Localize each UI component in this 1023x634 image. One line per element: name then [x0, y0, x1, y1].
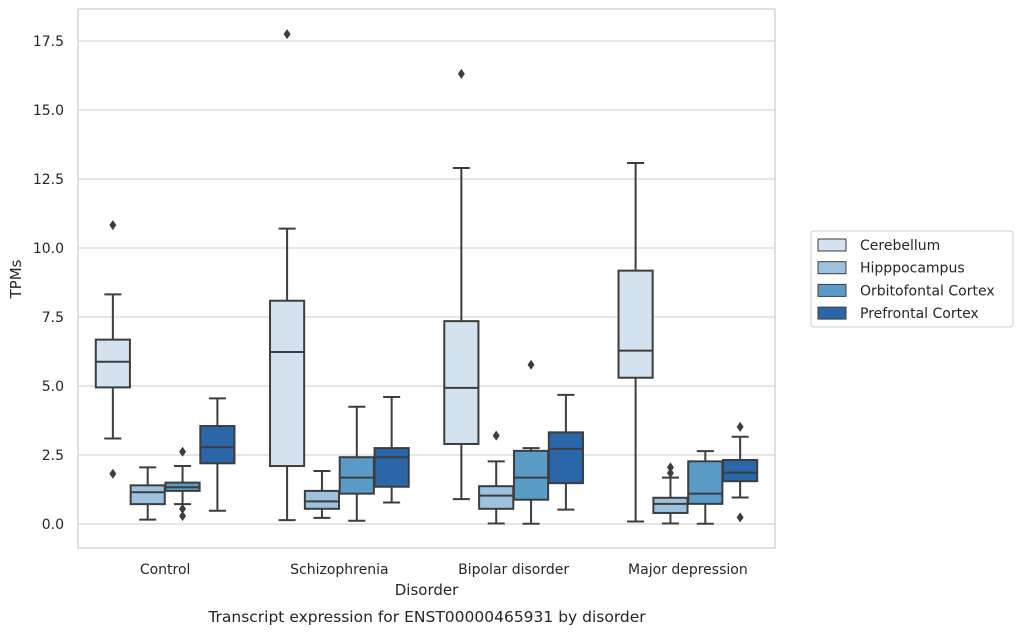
box-schizophrenia-hipppocampus — [303, 470, 341, 519]
x-tick-label-bipolar-disorder: Bipolar disorder — [458, 562, 569, 578]
box-control-hipppocampus — [129, 466, 166, 521]
outlier-point — [666, 462, 674, 473]
iqr-box — [687, 460, 724, 505]
iqr-box — [652, 496, 689, 514]
legend-swatch-prefrontal-cortex — [817, 306, 847, 320]
iqr-box — [269, 299, 306, 468]
y-tick-label: 5.0 — [42, 379, 64, 395]
x-tick-label-major-depression: Major depression — [628, 562, 748, 578]
outlier-point — [492, 430, 500, 441]
outlier-point — [179, 503, 187, 514]
y-tick-label: 2.5 — [42, 448, 64, 464]
plot-frame — [77, 8, 776, 549]
y-tick-label: 0.0 — [42, 517, 64, 533]
box-bipolar-disorder-hipppocampus — [478, 430, 515, 525]
outlier-point — [736, 512, 744, 523]
iqr-box — [443, 320, 480, 445]
box-control-orbitofontal-cortex — [164, 446, 201, 521]
legend-label-cerebellum: Cerebellum — [860, 238, 940, 254]
box-schizophrenia-orbitofontal-cortex — [338, 405, 375, 522]
iqr-box — [129, 484, 166, 506]
iqr-box — [303, 489, 341, 510]
y-axis-title: TPMs — [7, 259, 25, 299]
legend-label-hipppocampus: Hipppocampus — [860, 261, 965, 277]
chart-caption: Transcript expression for ENST0000046593… — [207, 608, 646, 626]
box-major-depression-cerebellum — [617, 161, 654, 523]
y-tick-label: 17.5 — [33, 34, 64, 50]
iqr-box — [338, 456, 375, 495]
gridlines — [78, 40, 775, 525]
box-major-depression-prefrontal-cortex — [722, 421, 759, 523]
iqr-box — [722, 458, 759, 483]
outlier-point — [666, 467, 674, 478]
outlier-point — [179, 446, 187, 457]
outlier-point — [736, 421, 744, 432]
outlier-point — [457, 68, 465, 79]
iqr-box — [373, 447, 410, 488]
outlier-point — [527, 359, 535, 370]
box-bipolar-disorder-orbitofontal-cortex — [512, 359, 550, 525]
legend: Cerebellum Hipppocampus Orbitofontal Corte… — [810, 230, 1014, 328]
iqr-box — [512, 449, 550, 501]
legend-label-orbitofontal-cortex: Orbitofontal Cortex — [860, 283, 995, 299]
y-tick-label: 7.5 — [42, 310, 64, 326]
outlier-point — [179, 510, 187, 521]
legend-swatch-hipppocampus — [817, 261, 847, 275]
outlier-point — [283, 29, 291, 40]
box-schizophrenia-prefrontal-cortex — [373, 396, 410, 504]
box-major-depression-hipppocampus — [652, 462, 689, 525]
y-tick-label: 15.0 — [33, 103, 64, 119]
y-tick-label: 10.0 — [33, 241, 64, 257]
y-tick-labels: 0.0 2.5 5.0 7.5 10.0 12.5 15.0 17.5 — [33, 34, 64, 533]
boxplot-groups — [94, 29, 759, 525]
outlier-point — [109, 468, 117, 479]
iqr-box — [617, 269, 654, 379]
x-tick-labels: Control Schizophrenia Bipolar disorder Majo… — [140, 562, 748, 578]
iqr-box — [478, 485, 515, 510]
iqr-box — [94, 338, 131, 389]
x-tick-label-schizophrenia: Schizophrenia — [290, 562, 388, 578]
iqr-box — [547, 431, 584, 485]
box-major-depression-orbitofontal-cortex — [687, 450, 724, 525]
box-bipolar-disorder-prefrontal-cortex — [547, 393, 584, 511]
box-control-cerebellum — [94, 220, 131, 479]
box-bipolar-disorder-cerebellum — [443, 68, 480, 501]
outlier-point — [109, 220, 117, 231]
legend-label-prefrontal-cortex: Prefrontal Cortex — [860, 306, 979, 322]
box-schizophrenia-cerebellum — [269, 29, 306, 522]
box-control-prefrontal-cortex — [199, 397, 236, 512]
y-tick-label: 12.5 — [33, 172, 64, 188]
legend-swatch-orbitofontal-cortex — [817, 283, 847, 297]
legend-swatch-cerebellum — [817, 238, 847, 252]
iqr-box — [199, 425, 236, 465]
legend-frame — [810, 230, 1014, 328]
x-axis-title: Disorder — [395, 581, 459, 599]
x-tick-label-control: Control — [140, 562, 191, 578]
